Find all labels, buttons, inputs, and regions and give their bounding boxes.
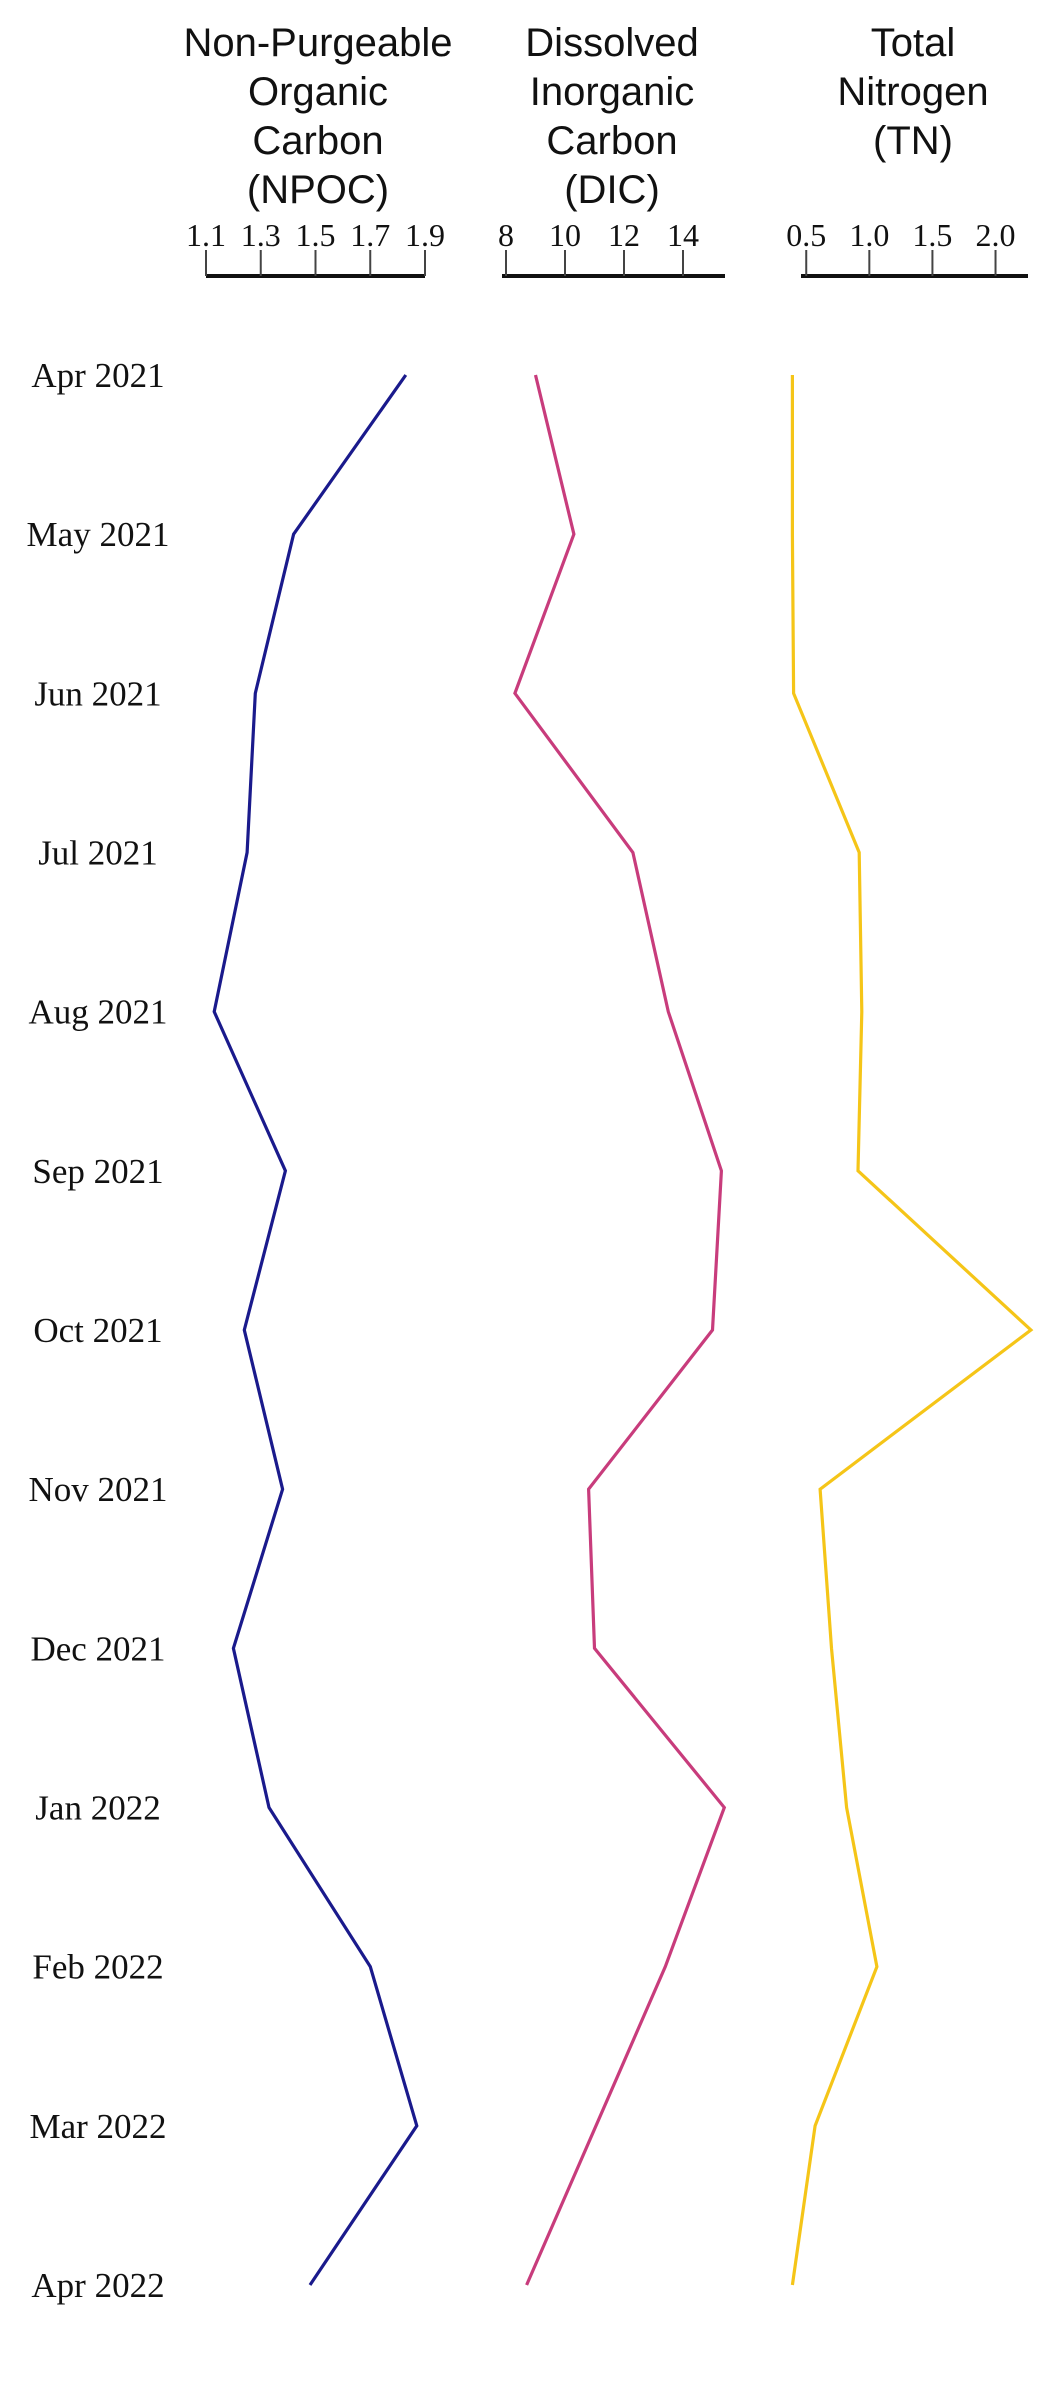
- panel-title-line: Carbon: [252, 119, 383, 163]
- x-tick-label: 0.5: [786, 217, 826, 253]
- x-tick-label: 1.9: [405, 217, 445, 253]
- x-tick-label: 2.0: [976, 217, 1016, 253]
- month-label: Jun 2021: [34, 674, 161, 713]
- x-tick-label: 1.0: [849, 217, 889, 253]
- month-label: Apr 2022: [31, 2266, 164, 2305]
- x-tick-label: 1.7: [350, 217, 390, 253]
- month-label: Feb 2022: [32, 1948, 163, 1987]
- month-label: Aug 2021: [28, 993, 167, 1032]
- panel-title-line: (NPOC): [247, 168, 389, 212]
- month-label: Jan 2022: [35, 1789, 160, 1828]
- x-tick-label: 1.1: [186, 217, 226, 253]
- x-tick-label: 10: [549, 217, 581, 253]
- x-tick-label: 1.5: [296, 217, 336, 253]
- panel-title-line: Non-Purgeable: [183, 21, 452, 65]
- month-label: Mar 2022: [29, 2107, 166, 2146]
- x-tick-label: 14: [667, 217, 699, 253]
- month-label: Sep 2021: [32, 1152, 163, 1191]
- panel-title-line: (DIC): [564, 168, 660, 212]
- panel-title-line: Carbon: [546, 119, 677, 163]
- month-label: May 2021: [27, 515, 170, 554]
- panel-title-line: (TN): [873, 119, 953, 163]
- month-label: Dec 2021: [30, 1629, 165, 1668]
- panel-title-line: Total: [871, 21, 956, 65]
- series-line: [212, 374, 419, 2286]
- series-line: [513, 374, 727, 2286]
- x-tick-label: 1.5: [912, 217, 952, 253]
- month-label: Jul 2021: [38, 834, 158, 873]
- month-label: Apr 2021: [31, 356, 164, 395]
- x-tick-label: 12: [608, 217, 640, 253]
- month-label: Nov 2021: [28, 1470, 167, 1509]
- panel-title-line: Organic: [248, 70, 388, 114]
- panel-title-line: Inorganic: [530, 70, 695, 114]
- x-tick-label: 8: [498, 217, 514, 253]
- series-line: [790, 375, 1034, 2286]
- panel-title-line: Dissolved: [525, 21, 698, 65]
- panel-title-line: Nitrogen: [837, 70, 988, 114]
- x-tick-label: 1.3: [241, 217, 281, 253]
- month-label: Oct 2021: [33, 1311, 162, 1350]
